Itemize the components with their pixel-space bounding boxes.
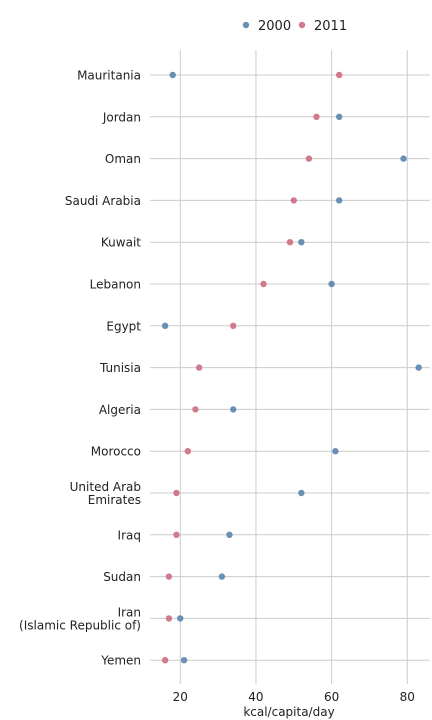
grid (150, 50, 430, 684)
x-tick-label-60: 60 (324, 690, 339, 704)
x-tick-label-80: 80 (400, 690, 415, 704)
legend: 2000 2011 (242, 19, 347, 34)
point-2011-12 (165, 573, 173, 580)
category-label: Egypt (106, 319, 141, 333)
x-axis-ticks: 20 40 60 80 (173, 690, 415, 704)
point-2011-8 (192, 406, 199, 413)
category-label: Kuwait (101, 236, 141, 250)
point-2011-6 (230, 322, 237, 329)
x-tick-label-40: 40 (248, 690, 263, 704)
legend-label-2000: 2000 (258, 19, 291, 34)
point-2011-4 (286, 239, 294, 246)
x-axis-title: kcal/capita/day (243, 705, 334, 719)
point-2000-14 (180, 657, 188, 664)
point-2000-6 (161, 322, 169, 329)
point-2000-11 (226, 531, 233, 538)
category-label: Jordan (102, 110, 141, 124)
point-2011-13 (165, 615, 173, 622)
point-2000-2 (400, 155, 407, 162)
category-label: Iraq (118, 528, 141, 542)
point-2000-12 (218, 573, 226, 580)
category-label: Algeria (99, 403, 141, 417)
legend-label-2011: 2011 (314, 19, 347, 34)
category-label: Tunisia (99, 361, 141, 375)
category-label: Yemen (100, 654, 141, 668)
point-2000-3 (335, 197, 343, 204)
point-2011-14 (161, 657, 169, 664)
category-labels: Mauritania Jordan Oman Saudi Arabia Kuwait Le… (19, 69, 141, 668)
category-label: Iran (Islamic Republic of) (19, 605, 141, 632)
category-label: Lebanon (90, 278, 141, 292)
category-label: Oman (105, 152, 141, 166)
point-2000-10 (298, 489, 305, 497)
point-2000-8 (230, 406, 237, 413)
category-label: Saudi Arabia (65, 194, 141, 208)
legend-marker-2000 (242, 21, 250, 29)
point-2011-5 (260, 280, 267, 288)
point-2000-7 (415, 364, 422, 371)
point-2000-9 (332, 448, 339, 455)
point-2011-11 (173, 531, 180, 538)
category-label: United Arab Emirates (70, 480, 141, 507)
category-label: Morocco (91, 445, 141, 459)
point-2000-5 (328, 280, 335, 288)
category-label-line: Emirates (88, 493, 141, 507)
legend-marker-2011 (298, 21, 306, 29)
category-label: Mauritania (77, 69, 141, 83)
category-label-line: (Islamic Republic of) (19, 618, 141, 632)
x-tick-label-20: 20 (173, 690, 188, 704)
category-label: Sudan (103, 570, 141, 584)
category-label-line: Iran (118, 605, 141, 619)
point-2011-0 (335, 71, 343, 79)
point-2000-4 (298, 239, 305, 246)
point-2000-13 (177, 615, 184, 622)
point-2011-2 (305, 155, 313, 162)
point-2011-9 (184, 448, 192, 455)
category-label-line: United Arab (70, 480, 141, 494)
point-2011-7 (195, 364, 203, 371)
data-points (161, 71, 422, 664)
point-2011-1 (313, 113, 320, 121)
point-2000-0 (169, 71, 176, 79)
point-2011-3 (290, 197, 297, 204)
point-2000-1 (335, 113, 343, 121)
point-2011-10 (173, 489, 180, 497)
